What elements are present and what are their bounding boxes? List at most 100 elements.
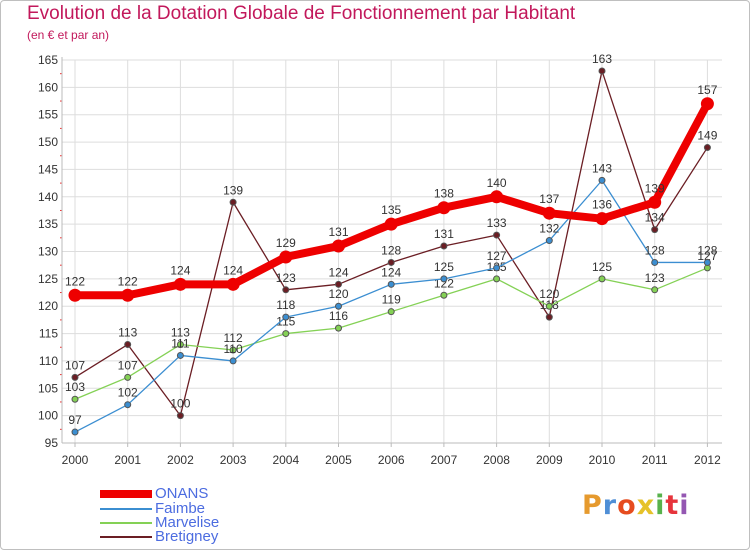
data-point-faimbe xyxy=(599,177,605,183)
data-point-bretigney xyxy=(72,374,78,380)
data-label-onans: 124 xyxy=(170,263,190,277)
data-point-faimbe xyxy=(441,276,447,282)
data-point-bretigney xyxy=(441,243,447,249)
data-point-onans xyxy=(700,97,714,111)
legend-swatch-faimbe xyxy=(100,508,152,510)
data-point-bretigney xyxy=(336,281,341,287)
data-point-onans xyxy=(279,250,293,264)
data-label-marvelise: 112 xyxy=(224,331,243,345)
data-label-faimbe: 143 xyxy=(592,161,612,175)
legend-swatch-bretigney xyxy=(100,536,152,538)
x-tick-label: 2005 xyxy=(325,453,352,467)
data-label-bretigney: 131 xyxy=(434,227,454,241)
data-point-marvelise xyxy=(230,347,236,353)
data-point-faimbe xyxy=(177,352,183,358)
data-point-marvelise xyxy=(177,342,183,348)
data-label-marvelise: 119 xyxy=(382,293,401,307)
data-point-bretigney xyxy=(599,68,605,74)
data-point-faimbe xyxy=(494,265,500,271)
y-tick-label: 100 xyxy=(38,409,58,423)
data-point-bretigney xyxy=(177,413,183,419)
data-point-faimbe xyxy=(652,259,658,265)
chart-title: Evolution de la Dotation Globale de Fonc… xyxy=(27,3,576,24)
y-tick-label: 115 xyxy=(39,327,58,341)
data-label-bretigney: 123 xyxy=(276,271,296,285)
data-point-onans xyxy=(68,288,82,302)
data-label-bretigney: 124 xyxy=(328,265,348,279)
data-label-onans: 139 xyxy=(645,181,665,195)
data-point-onans xyxy=(121,288,135,302)
y-tick-label: 95 xyxy=(45,436,59,450)
data-label-bretigney: 107 xyxy=(65,358,85,372)
data-label-faimbe: 127 xyxy=(487,249,507,263)
data-point-faimbe xyxy=(230,358,236,364)
data-label-bretigney: 128 xyxy=(381,243,401,257)
y-tick-label: 165 xyxy=(38,53,58,67)
y-tick-label: 145 xyxy=(38,162,58,176)
data-point-faimbe xyxy=(125,402,131,408)
data-point-faimbe xyxy=(336,303,341,309)
y-tick-label: 110 xyxy=(39,354,58,368)
y-tick-label: 105 xyxy=(38,381,58,395)
data-label-onans: 140 xyxy=(487,176,507,190)
x-tick-label: 2000 xyxy=(62,453,89,467)
data-label-bretigney: 113 xyxy=(118,326,137,340)
x-tick-label: 2010 xyxy=(589,453,616,467)
data-point-onans xyxy=(648,195,662,209)
data-point-onans xyxy=(595,212,609,226)
y-tick-label: 135 xyxy=(38,217,58,231)
data-label-marvelise: 115 xyxy=(276,315,295,329)
data-label-faimbe: 110 xyxy=(224,342,243,356)
x-tick-label: 2004 xyxy=(272,453,299,467)
data-label-onans: 131 xyxy=(328,225,348,239)
data-point-onans xyxy=(226,277,240,291)
legend-label-faimbe: Faimbe xyxy=(155,500,206,517)
x-tick-label: 2012 xyxy=(694,453,721,467)
legend-item-onans: ONANS xyxy=(100,485,209,502)
legend-label-onans: ONANS xyxy=(155,485,209,502)
data-point-onans xyxy=(437,201,451,215)
data-point-bretigney xyxy=(494,232,500,238)
data-label-bretigney: 163 xyxy=(592,52,612,66)
data-label-bretigney: 133 xyxy=(487,216,507,230)
data-label-marvelise: 120 xyxy=(539,287,559,301)
data-label-onans: 122 xyxy=(118,274,138,288)
data-label-onans: 157 xyxy=(697,83,717,97)
data-label-marvelise: 123 xyxy=(645,271,665,285)
x-tick-label: 2002 xyxy=(167,453,194,467)
data-label-marvelise: 125 xyxy=(592,260,612,274)
data-label-faimbe: 97 xyxy=(68,413,82,427)
data-label-bretigney: 149 xyxy=(697,129,717,143)
data-point-onans xyxy=(173,277,187,291)
data-point-marvelise xyxy=(441,292,447,298)
legend-item-marvelise: Marvelise xyxy=(100,515,219,530)
data-point-marvelise xyxy=(336,325,341,331)
data-point-marvelise xyxy=(652,287,658,293)
data-point-bretigney xyxy=(652,227,658,233)
x-tick-label: 2001 xyxy=(114,453,141,467)
data-point-marvelise xyxy=(125,374,131,380)
data-point-bretigney xyxy=(283,287,289,293)
y-tick-label: 155 xyxy=(38,108,58,122)
legend-label-bretigney: Bretigney xyxy=(155,528,219,545)
x-tick-label: 2008 xyxy=(483,453,510,467)
logo-letter: P xyxy=(582,490,603,521)
data-label-faimbe: 118 xyxy=(276,298,295,312)
data-label-marvelise: 113 xyxy=(171,326,190,340)
data-label-onans: 122 xyxy=(65,274,85,288)
data-label-faimbe: 120 xyxy=(328,287,348,301)
data-point-bretigney xyxy=(125,342,131,348)
data-point-bretigney xyxy=(230,199,236,205)
y-tick-label: 160 xyxy=(38,80,58,94)
data-point-onans xyxy=(384,217,398,231)
data-label-faimbe: 102 xyxy=(118,386,138,400)
logo-letter: x xyxy=(636,490,656,521)
logo-letter: r xyxy=(602,490,618,521)
data-point-marvelise xyxy=(599,276,605,282)
logo-letter: i xyxy=(679,490,690,521)
data-point-marvelise xyxy=(546,303,552,309)
y-tick-label: 130 xyxy=(38,245,58,259)
data-point-bretigney xyxy=(388,259,394,265)
